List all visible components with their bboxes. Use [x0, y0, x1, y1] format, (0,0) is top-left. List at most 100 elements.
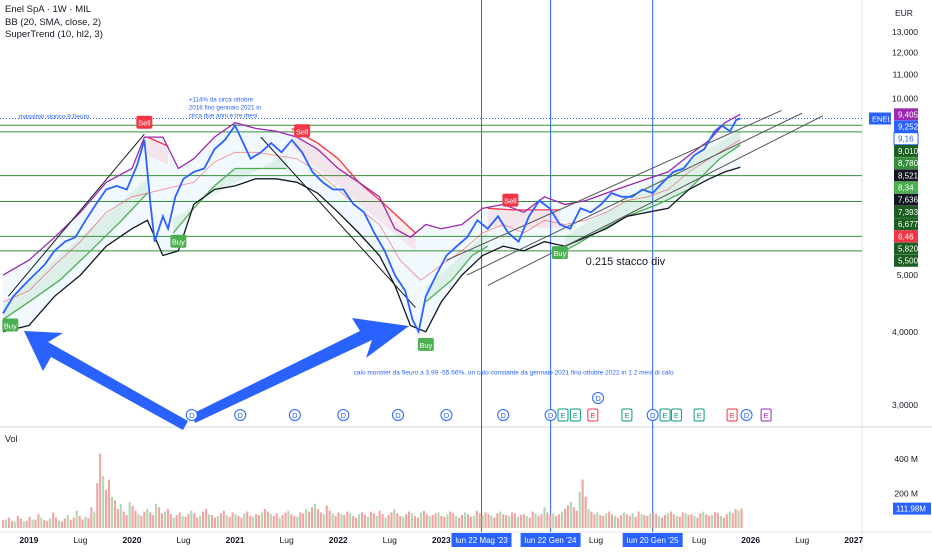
- volume-bar: [522, 514, 525, 528]
- volume-bar: [263, 509, 266, 528]
- indicator-bb-label[interactable]: BB (20, SMA, close, 2): [5, 16, 102, 28]
- volume-bar: [46, 521, 49, 528]
- volume-bar: [55, 517, 58, 528]
- volume-bar: [216, 515, 219, 528]
- volume-bar: [116, 509, 119, 528]
- volume-bar: [58, 520, 61, 528]
- signal-label: Buy: [4, 322, 17, 331]
- volume-bar: [93, 511, 96, 528]
- symbol-tag-label: ENEL: [872, 115, 892, 124]
- volume-bar: [475, 510, 478, 528]
- volume-bar: [90, 507, 93, 529]
- dividend-marker-circle: [288, 409, 301, 421]
- signal-box: [417, 337, 434, 351]
- event-marker: D: [234, 409, 247, 421]
- volume-bar: [213, 517, 216, 528]
- volume-bar: [555, 515, 558, 528]
- signal-label: Sell: [138, 119, 151, 128]
- volume-bar: [184, 516, 187, 528]
- volume-bar: [687, 515, 690, 528]
- event-marker: D: [440, 409, 453, 421]
- volume-bar: [99, 453, 102, 528]
- volume-bar: [578, 491, 581, 528]
- trendline: [487, 115, 824, 286]
- volume-bar: [160, 513, 163, 528]
- volume-bar: [452, 513, 455, 528]
- volume-bar: [40, 517, 43, 528]
- volume-bar: [543, 507, 546, 529]
- date-marker-text: lun 22 Gen '24: [525, 536, 577, 545]
- volume-bar: [655, 514, 658, 528]
- dividend-marker-circle: [592, 392, 605, 404]
- volume-bar: [384, 517, 387, 528]
- volume-bar: [493, 517, 496, 528]
- volume-bar: [505, 515, 508, 528]
- dividend-marker-label: D: [238, 411, 244, 420]
- volume-bar: [2, 520, 5, 528]
- bollinger-upper-line: [2, 113, 741, 276]
- price-label-box: [894, 120, 918, 133]
- volume-bar: [511, 512, 514, 528]
- indicator-supertrend-label[interactable]: SuperTrend (10, hl2, 3): [5, 29, 103, 40]
- volume-bar: [463, 512, 466, 528]
- volume-bar: [363, 515, 366, 528]
- volume-bar: [81, 519, 84, 528]
- volume-bar: [461, 515, 464, 528]
- volume-bar: [508, 515, 511, 528]
- earnings-marker-box: [693, 408, 705, 422]
- currency-label[interactable]: EUR: [895, 8, 913, 18]
- annotation-line: massimo storico 9.0euro: [19, 114, 90, 121]
- volume-bar: [569, 502, 572, 528]
- volume-bar: [190, 510, 193, 528]
- dividend-marker-label: D: [395, 411, 401, 420]
- volume-bar: [334, 515, 337, 528]
- price-label-text: 9,252: [898, 123, 919, 132]
- price-axis-label: 9,010: [894, 144, 919, 157]
- volume-bar: [202, 511, 205, 528]
- volume-bar: [28, 516, 31, 528]
- volume-bar: [322, 514, 325, 528]
- volume-bar: [75, 510, 78, 528]
- date-marker-label: lun 22 Gen '24: [520, 533, 581, 547]
- volume-bar: [234, 514, 237, 528]
- price-label-box: [894, 218, 918, 231]
- volume-bar: [672, 514, 675, 528]
- volume-bar: [210, 515, 213, 528]
- supertrend-up-line: [425, 245, 489, 303]
- event-marker: D: [592, 392, 605, 404]
- buy-signal: Buy: [2, 318, 19, 332]
- earnings-marker-label: E: [560, 411, 565, 420]
- volume-bar: [358, 514, 361, 528]
- volume-bar: [719, 515, 722, 528]
- volume-bar: [722, 517, 725, 528]
- volume-bar: [637, 511, 640, 528]
- volume-bar: [302, 513, 305, 528]
- annotation-line: 2018 fino gennaio 2021 in: [189, 104, 262, 111]
- price-label-text: 6,46: [898, 232, 914, 241]
- volume-bar: [113, 500, 116, 528]
- volume-bar: [699, 513, 702, 528]
- signal-box: [170, 234, 187, 248]
- chart-annotation: massimo storico 9.0euro: [19, 114, 90, 121]
- volume-bar: [605, 513, 608, 528]
- event-marker: E: [569, 408, 581, 422]
- volume-label: Vol: [5, 434, 18, 444]
- volume-bar: [319, 512, 322, 528]
- volume-bar: [540, 514, 543, 528]
- bollinger-basis-line: [2, 139, 741, 303]
- dividend-marker-label: D: [744, 411, 750, 420]
- volume-bar: [484, 512, 487, 528]
- volume-bar: [716, 513, 719, 528]
- volume-bar: [455, 515, 458, 528]
- earnings-marker-label: E: [674, 411, 679, 420]
- symbol-title[interactable]: Enel SpA · 1W · MIL: [5, 4, 92, 15]
- arrow-drawing-left: [24, 331, 188, 430]
- time-axis-tick: 2026: [741, 535, 760, 545]
- price-label-box: [894, 242, 918, 255]
- event-marker: E: [621, 408, 633, 422]
- chart-legend: Enel SpA · 1W · MIL BB (20, SMA, close, …: [5, 4, 103, 42]
- price-label-text: 7,393: [898, 208, 919, 217]
- price-axis-label: 7,393: [894, 205, 919, 218]
